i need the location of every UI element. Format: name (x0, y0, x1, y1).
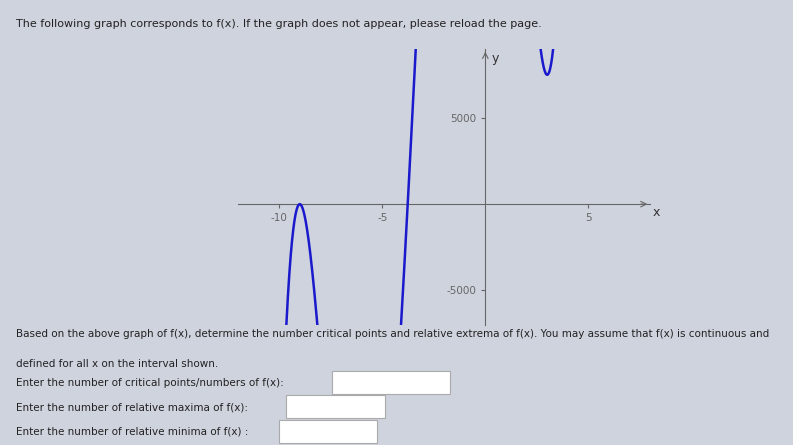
Text: defined for all x on the interval shown.: defined for all x on the interval shown. (16, 360, 218, 369)
FancyBboxPatch shape (286, 395, 385, 418)
Text: Enter the number of relative maxima of f(x):: Enter the number of relative maxima of f… (16, 403, 251, 413)
FancyBboxPatch shape (331, 371, 450, 394)
Text: Enter the number of critical points/numbers of f(x):: Enter the number of critical points/numb… (16, 378, 284, 388)
Text: y: y (492, 53, 499, 65)
Text: Enter the number of relative minima of f(x) :: Enter the number of relative minima of f… (16, 427, 248, 437)
Text: The following graph corresponds to f(x). If the graph does not appear, please re: The following graph corresponds to f(x).… (16, 20, 542, 29)
Text: Based on the above graph of f(x), determine the number critical points and relat: Based on the above graph of f(x), determ… (16, 329, 769, 339)
Text: x: x (653, 206, 660, 219)
FancyBboxPatch shape (278, 420, 377, 443)
